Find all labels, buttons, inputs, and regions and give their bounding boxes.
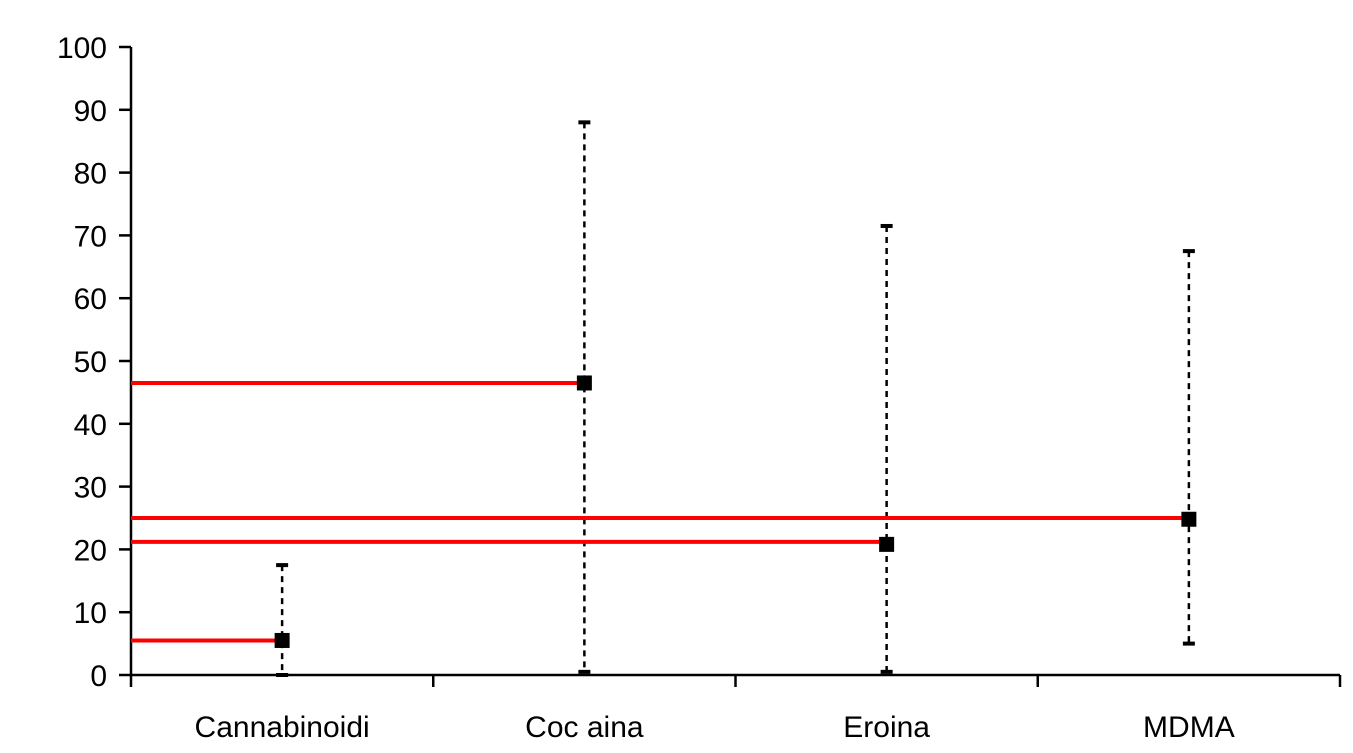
data-point [274,632,290,648]
axes [129,47,1340,677]
y-axis-ticks: 0 10 20 30 40 50 60 70 80 90 100 [57,32,131,693]
data-point [879,536,895,552]
y-tick-label: 50 [74,346,107,379]
x-axis-ticks: Cannabinoidi Coc aina Eroina MDMA [129,675,1342,744]
y-tick-label: 90 [74,95,107,128]
y-tick-label: 100 [57,32,107,65]
y-tick-label: 30 [74,472,107,505]
x-category-label: MDMA [1143,711,1235,744]
x-category-label: Eroina [843,711,930,744]
y-tick-label: 10 [74,597,107,630]
y-tick-label: 70 [74,220,107,253]
y-tick-label: 80 [74,158,107,191]
error-bars [276,120,1195,677]
x-category-label: Coc aina [525,711,644,744]
y-tick-label: 20 [74,534,107,567]
data-points [274,375,1197,648]
data-point [576,375,592,391]
y-tick-label: 60 [74,283,107,316]
x-category-label: Cannabinoidi [195,711,370,744]
reference-lines [131,380,1189,643]
data-point [1181,511,1197,527]
y-tick-label: 40 [74,409,107,442]
y-tick-label: 0 [90,660,107,693]
